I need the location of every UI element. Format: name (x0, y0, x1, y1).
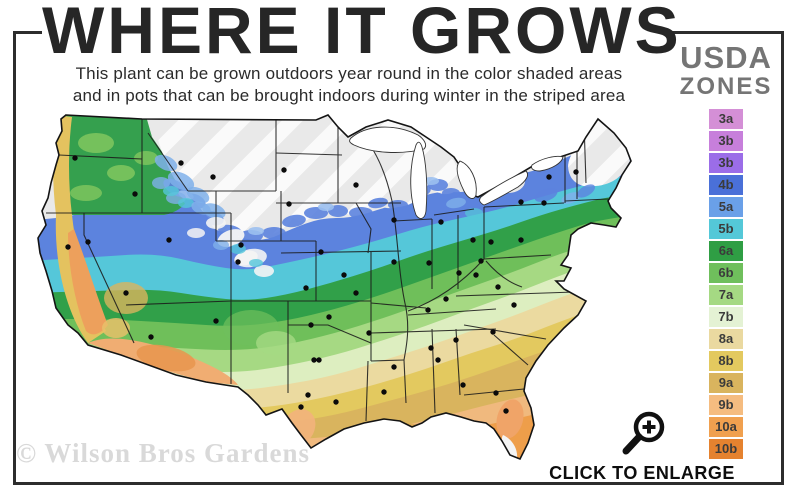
legend-zone-5a-4: 5a (709, 196, 743, 217)
legend-zone-5b-5: 5b (709, 218, 743, 239)
subtitle: This plant can be grown outdoors year ro… (34, 63, 664, 108)
watermark: © Wilson Bros Gardens (16, 438, 310, 468)
click-to-enlarge[interactable]: CLICK TO ENLARGE (540, 408, 744, 484)
click-to-enlarge-label[interactable]: CLICK TO ENLARGE (549, 463, 735, 483)
zone-list: 3a 3b 3b 4b 5a 5b 6a 6b 7a 7b 8a 8b 9a 9b 10a 10b (670, 108, 782, 459)
legend-zone-3b-2: 3b (709, 152, 743, 173)
legend-title-usda: USDA (680, 40, 772, 75)
legend-zone-6a-6: 6a (709, 240, 743, 261)
legend-zone-7a-8: 7a (709, 284, 743, 305)
city-dots (65, 155, 579, 414)
legend-zone-8b-11: 8b (709, 350, 743, 371)
usda-zones-legend: USDA ZONES 3a 3b 3b 4b 5a 5b 6a 6b 7a 7b 8a 8b 9a 9b 1… (670, 42, 782, 461)
legend-zone-6b-7: 6b (709, 262, 743, 283)
page-title: WHERE IT GROWS (42, 0, 682, 67)
legend-zone-3b-1: 3b (709, 130, 743, 151)
legend-zone-9a-12: 9a (709, 372, 743, 393)
subtitle-line-2: and in pots that can be brought indoors … (72, 86, 626, 106)
legend-zone-9b-13: 9b (709, 394, 743, 415)
great-lakes (349, 126, 564, 219)
legend-zone-8a-10: 8a (709, 328, 743, 349)
legend-zone-7b-9: 7b (709, 306, 743, 327)
usda-zone-map[interactable] (26, 103, 674, 485)
legend-title-zones: ZONES (679, 73, 773, 100)
subtitle-line-1: This plant can be grown outdoors year ro… (75, 64, 623, 83)
state-borders (46, 117, 609, 422)
legend-zone-10b-15: 10b (709, 438, 743, 459)
legend-zone-3a-0: 3a (709, 108, 743, 129)
legend-zone-4b-3: 4b (709, 174, 743, 195)
legend-zone-10a-14: 10a (709, 416, 743, 437)
magnifier-icon[interactable] (613, 408, 671, 460)
